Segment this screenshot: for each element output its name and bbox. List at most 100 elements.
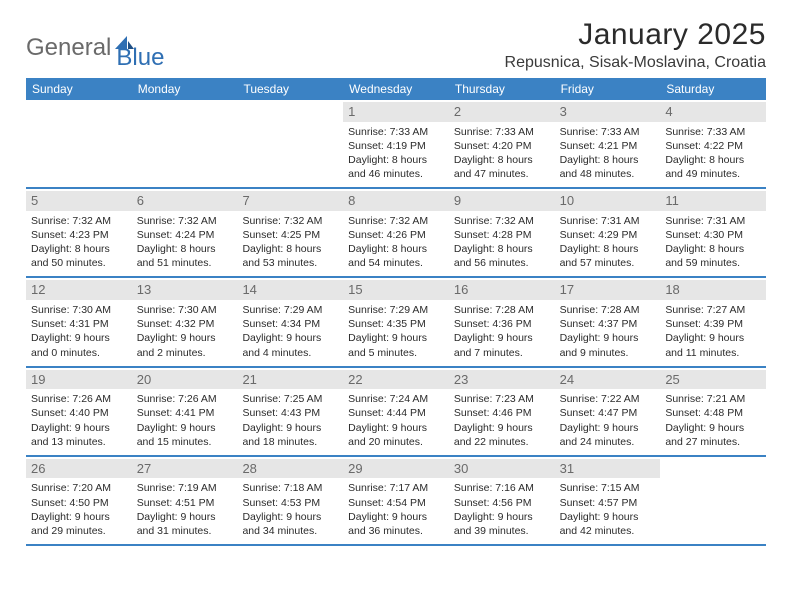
daylight-line: Daylight: 9 hours and 13 minutes. [31, 421, 127, 449]
day-cell: 27Sunrise: 7:19 AMSunset: 4:51 PMDayligh… [132, 457, 238, 544]
day-number: 17 [555, 280, 661, 300]
day-cell: 15Sunrise: 7:29 AMSunset: 4:35 PMDayligh… [343, 278, 449, 365]
day-number: 30 [449, 459, 555, 479]
day-cell: 17Sunrise: 7:28 AMSunset: 4:37 PMDayligh… [555, 278, 661, 365]
sunrise-line: Sunrise: 7:32 AM [137, 214, 233, 228]
sunrise-line: Sunrise: 7:22 AM [560, 392, 656, 406]
sunrise-line: Sunrise: 7:27 AM [665, 303, 761, 317]
sunrise-line: Sunrise: 7:16 AM [454, 481, 550, 495]
sunrise-line: Sunrise: 7:15 AM [560, 481, 656, 495]
sunset-line: Sunset: 4:50 PM [31, 496, 127, 510]
daylight-line: Daylight: 9 hours and 27 minutes. [665, 421, 761, 449]
day-cell: 6Sunrise: 7:32 AMSunset: 4:24 PMDaylight… [132, 189, 238, 276]
daylight-line: Daylight: 8 hours and 59 minutes. [665, 242, 761, 270]
empty-cell [132, 100, 238, 187]
sunrise-line: Sunrise: 7:33 AM [665, 125, 761, 139]
day-cell: 19Sunrise: 7:26 AMSunset: 4:40 PMDayligh… [26, 368, 132, 455]
day-number: 26 [26, 459, 132, 479]
sunrise-line: Sunrise: 7:33 AM [348, 125, 444, 139]
dow-saturday: Saturday [660, 78, 766, 100]
day-number: 3 [555, 102, 661, 122]
day-number: 8 [343, 191, 449, 211]
day-cell: 12Sunrise: 7:30 AMSunset: 4:31 PMDayligh… [26, 278, 132, 365]
sunset-line: Sunset: 4:56 PM [454, 496, 550, 510]
day-number: 20 [132, 370, 238, 390]
dow-sunday: Sunday [26, 78, 132, 100]
day-of-week-header: Sunday Monday Tuesday Wednesday Thursday… [26, 78, 766, 100]
day-number: 22 [343, 370, 449, 390]
sunset-line: Sunset: 4:44 PM [348, 406, 444, 420]
sunset-line: Sunset: 4:47 PM [560, 406, 656, 420]
sunrise-line: Sunrise: 7:31 AM [665, 214, 761, 228]
location-subtitle: Repusnica, Sisak-Moslavina, Croatia [505, 54, 766, 72]
sunset-line: Sunset: 4:32 PM [137, 317, 233, 331]
day-number: 4 [660, 102, 766, 122]
sunrise-line: Sunrise: 7:23 AM [454, 392, 550, 406]
sunset-line: Sunset: 4:19 PM [348, 139, 444, 153]
sunrise-line: Sunrise: 7:32 AM [348, 214, 444, 228]
sunset-line: Sunset: 4:51 PM [137, 496, 233, 510]
daylight-line: Daylight: 9 hours and 7 minutes. [454, 331, 550, 359]
daylight-line: Daylight: 9 hours and 22 minutes. [454, 421, 550, 449]
day-number: 14 [237, 280, 343, 300]
day-cell: 16Sunrise: 7:28 AMSunset: 4:36 PMDayligh… [449, 278, 555, 365]
sunrise-line: Sunrise: 7:17 AM [348, 481, 444, 495]
week-row: 12Sunrise: 7:30 AMSunset: 4:31 PMDayligh… [26, 278, 766, 367]
day-number: 24 [555, 370, 661, 390]
day-cell: 18Sunrise: 7:27 AMSunset: 4:39 PMDayligh… [660, 278, 766, 365]
day-cell: 14Sunrise: 7:29 AMSunset: 4:34 PMDayligh… [237, 278, 343, 365]
sunrise-line: Sunrise: 7:20 AM [31, 481, 127, 495]
sunset-line: Sunset: 4:21 PM [560, 139, 656, 153]
day-cell: 25Sunrise: 7:21 AMSunset: 4:48 PMDayligh… [660, 368, 766, 455]
daylight-line: Daylight: 9 hours and 36 minutes. [348, 510, 444, 538]
sunrise-line: Sunrise: 7:32 AM [454, 214, 550, 228]
daylight-line: Daylight: 9 hours and 9 minutes. [560, 331, 656, 359]
sunset-line: Sunset: 4:39 PM [665, 317, 761, 331]
sunrise-line: Sunrise: 7:32 AM [31, 214, 127, 228]
daylight-line: Daylight: 9 hours and 2 minutes. [137, 331, 233, 359]
sunset-line: Sunset: 4:23 PM [31, 228, 127, 242]
sunrise-line: Sunrise: 7:29 AM [348, 303, 444, 317]
day-number: 15 [343, 280, 449, 300]
daylight-line: Daylight: 8 hours and 50 minutes. [31, 242, 127, 270]
sunrise-line: Sunrise: 7:33 AM [560, 125, 656, 139]
sunrise-line: Sunrise: 7:26 AM [31, 392, 127, 406]
sunset-line: Sunset: 4:22 PM [665, 139, 761, 153]
daylight-line: Daylight: 8 hours and 49 minutes. [665, 153, 761, 181]
daylight-line: Daylight: 9 hours and 4 minutes. [242, 331, 338, 359]
sunset-line: Sunset: 4:46 PM [454, 406, 550, 420]
day-cell: 4 Sunrise: 7:33 AMSunset: 4:22 PMDaylight… [660, 100, 766, 187]
day-cell: 11Sunrise: 7:31 AMSunset: 4:30 PMDayligh… [660, 189, 766, 276]
sunset-line: Sunset: 4:35 PM [348, 317, 444, 331]
sunset-line: Sunset: 4:57 PM [560, 496, 656, 510]
page-title: January 2025 [505, 18, 766, 52]
sunset-line: Sunset: 4:31 PM [31, 317, 127, 331]
day-number: 11 [660, 191, 766, 211]
day-number: 27 [132, 459, 238, 479]
day-number: 18 [660, 280, 766, 300]
day-number: 19 [26, 370, 132, 390]
day-cell: 8Sunrise: 7:32 AMSunset: 4:26 PMDaylight… [343, 189, 449, 276]
sunset-line: Sunset: 4:41 PM [137, 406, 233, 420]
day-number: 21 [237, 370, 343, 390]
dow-thursday: Thursday [449, 78, 555, 100]
day-number: 1 [343, 102, 449, 122]
daylight-line: Daylight: 9 hours and 20 minutes. [348, 421, 444, 449]
day-number: 28 [237, 459, 343, 479]
day-number: 6 [132, 191, 238, 211]
day-cell: 30Sunrise: 7:16 AMSunset: 4:56 PMDayligh… [449, 457, 555, 544]
brand-word-1: General [26, 34, 111, 62]
sunrise-line: Sunrise: 7:33 AM [454, 125, 550, 139]
day-cell: 26Sunrise: 7:20 AMSunset: 4:50 PMDayligh… [26, 457, 132, 544]
daylight-line: Daylight: 8 hours and 51 minutes. [137, 242, 233, 270]
day-cell: 7Sunrise: 7:32 AMSunset: 4:25 PMDaylight… [237, 189, 343, 276]
day-cell: 13Sunrise: 7:30 AMSunset: 4:32 PMDayligh… [132, 278, 238, 365]
day-cell: 23Sunrise: 7:23 AMSunset: 4:46 PMDayligh… [449, 368, 555, 455]
sunrise-line: Sunrise: 7:29 AM [242, 303, 338, 317]
empty-cell [237, 100, 343, 187]
sunrise-line: Sunrise: 7:21 AM [665, 392, 761, 406]
sunset-line: Sunset: 4:26 PM [348, 228, 444, 242]
daylight-line: Daylight: 9 hours and 18 minutes. [242, 421, 338, 449]
sunset-line: Sunset: 4:54 PM [348, 496, 444, 510]
calendar: Sunday Monday Tuesday Wednesday Thursday… [26, 78, 766, 546]
